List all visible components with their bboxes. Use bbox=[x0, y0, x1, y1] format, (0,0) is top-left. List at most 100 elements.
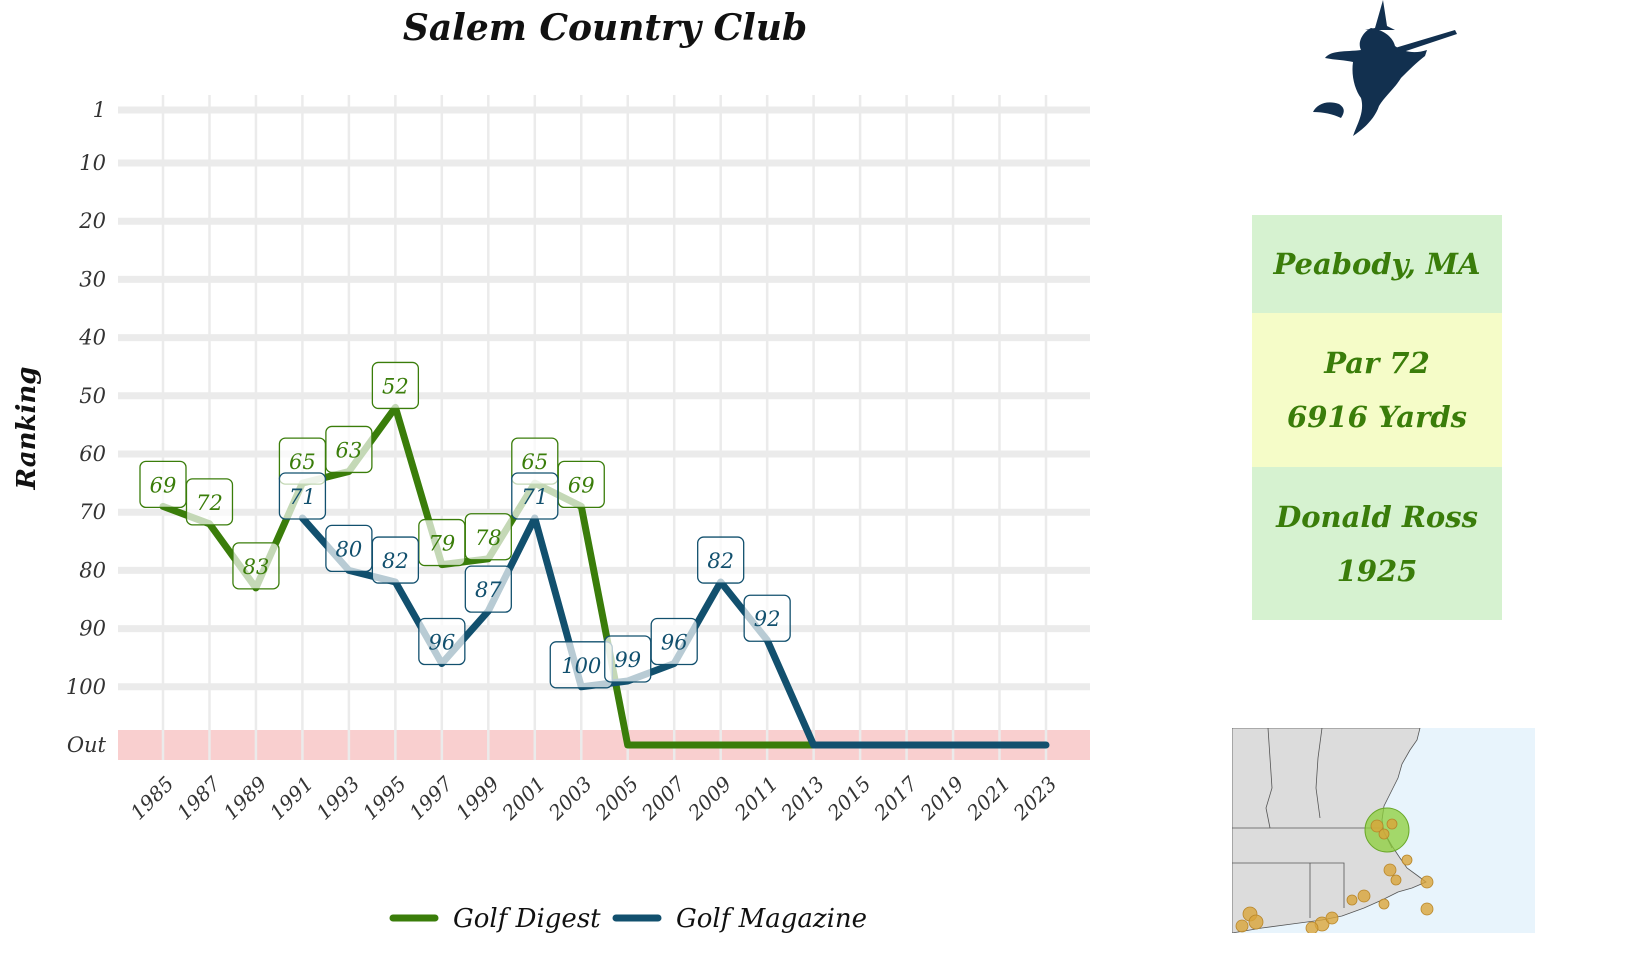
other-course-markers bbox=[1235, 818, 1434, 933]
x-tick-label: 2013 bbox=[775, 772, 829, 826]
x-tick-label: 2003 bbox=[543, 772, 597, 826]
x-tick-label: 1985 bbox=[126, 772, 179, 825]
data-label-text: 65 bbox=[289, 450, 316, 474]
location-box: Peabody, MA bbox=[1252, 215, 1502, 313]
y-tick-label: Out bbox=[67, 733, 107, 757]
data-label-text: 83 bbox=[243, 555, 270, 579]
data-labels: 69 72 83 65 63 52 79 78 65 69 71 80 82 96 87 71 100 99 96 8… bbox=[139, 361, 791, 689]
x-tick-label: 1991 bbox=[265, 772, 318, 825]
y-tick-label: 50 bbox=[79, 384, 106, 408]
data-label: 96 bbox=[418, 617, 466, 666]
x-tick-label: 1987 bbox=[172, 771, 225, 824]
data-label-box bbox=[697, 536, 745, 584]
y-tick-label: 30 bbox=[79, 267, 106, 291]
data-label-box bbox=[232, 542, 280, 590]
x-tick-label: 2005 bbox=[590, 772, 644, 826]
data-label: 69 bbox=[139, 460, 187, 509]
data-label-box bbox=[418, 617, 466, 666]
data-label-text: 72 bbox=[196, 491, 223, 515]
data-label: 71 bbox=[511, 472, 559, 520]
y-tick-label: 10 bbox=[79, 151, 106, 175]
x-tick-label: 2009 bbox=[683, 771, 737, 825]
y-tick-label: 20 bbox=[78, 209, 106, 233]
data-label-box bbox=[743, 594, 791, 642]
x-tick-label: 2007 bbox=[636, 771, 690, 825]
y-tick-label: 60 bbox=[79, 442, 106, 466]
y-tick-label: 80 bbox=[79, 558, 106, 582]
data-label-box bbox=[325, 425, 373, 474]
legend-label: Golf Magazine bbox=[676, 904, 867, 934]
data-label: 72 bbox=[185, 478, 234, 526]
data-label-box bbox=[371, 536, 420, 584]
data-label: 99 bbox=[604, 635, 652, 683]
data-label-text: 96 bbox=[661, 631, 688, 655]
x-tick-label: 1997 bbox=[404, 771, 457, 824]
data-label-text: 99 bbox=[614, 648, 641, 672]
course-stats-box: Par 72 6916 Yards bbox=[1252, 313, 1502, 467]
x-axis-ticks: 1985198719891991199319951997199920012003… bbox=[126, 771, 1062, 825]
data-label-text: 79 bbox=[428, 532, 455, 556]
data-label-box bbox=[464, 513, 512, 561]
data-label-box bbox=[371, 361, 420, 410]
data-label-text: 82 bbox=[382, 549, 409, 573]
architect-text: Donald Ross bbox=[1276, 499, 1478, 534]
x-tick-label: 1989 bbox=[219, 771, 272, 824]
par-text: Par 72 bbox=[1324, 346, 1430, 380]
data-label-text: 52 bbox=[382, 374, 409, 398]
data-label-text: 71 bbox=[521, 485, 548, 509]
y-axis-ticks: 1 10 20 30 40 50 60 70 80 90 100 Out bbox=[66, 98, 107, 757]
data-label: 69 bbox=[557, 460, 605, 509]
data-label-text: 65 bbox=[521, 450, 548, 474]
data-label: 82 bbox=[697, 536, 745, 584]
year-text: 1925 bbox=[1336, 553, 1418, 588]
y-tick-label: 40 bbox=[78, 326, 106, 350]
data-label: 52 bbox=[371, 361, 420, 410]
chart-title: Salem Country Club bbox=[403, 7, 807, 49]
data-label-box bbox=[650, 617, 698, 666]
data-label: 82 bbox=[371, 536, 420, 584]
grid-lines bbox=[118, 95, 1090, 760]
x-tick-label: 2023 bbox=[1008, 772, 1062, 826]
y-tick-label: 70 bbox=[79, 500, 106, 524]
data-label-box bbox=[278, 472, 327, 520]
data-label: 71 bbox=[278, 472, 327, 520]
course-info-panel: Peabody, MA Par 72 6916 Yards Donald Ros… bbox=[1252, 215, 1502, 620]
data-label-text: 63 bbox=[336, 438, 363, 462]
x-tick-label: 2001 bbox=[497, 772, 551, 826]
y-axis-title: Ranking bbox=[12, 367, 42, 491]
data-label: 87 bbox=[464, 565, 512, 613]
x-tick-label: 2021 bbox=[961, 772, 1015, 826]
x-tick-label: 2011 bbox=[729, 772, 783, 826]
data-label: 100 bbox=[549, 641, 613, 689]
x-tick-label: 2015 bbox=[822, 772, 876, 826]
new-england-map bbox=[1232, 728, 1535, 933]
data-label-text: 69 bbox=[150, 473, 177, 497]
x-tick-label: 2019 bbox=[915, 771, 969, 825]
x-tick-label: 1993 bbox=[311, 772, 364, 825]
witch-on-broom-icon bbox=[1305, 0, 1465, 144]
data-label: 92 bbox=[743, 594, 791, 642]
yards-text: 6916 Yards bbox=[1287, 400, 1467, 434]
legend: Golf Digest Golf Magazine bbox=[389, 904, 867, 934]
data-label-text: 96 bbox=[428, 631, 455, 655]
legend-label: Golf Digest bbox=[453, 904, 601, 934]
data-label: 83 bbox=[232, 542, 280, 590]
data-label: 96 bbox=[650, 617, 698, 666]
data-label-text: 82 bbox=[707, 549, 734, 573]
data-label-text: 71 bbox=[289, 485, 316, 509]
data-label: 63 bbox=[325, 425, 373, 474]
location-text: Peabody, MA bbox=[1273, 247, 1481, 281]
data-label-text: 87 bbox=[475, 578, 502, 602]
data-label: 80 bbox=[325, 524, 373, 573]
data-label: 79 bbox=[418, 518, 466, 567]
data-label-box bbox=[511, 472, 559, 520]
x-tick-label: 1999 bbox=[451, 771, 504, 824]
y-tick-label: 100 bbox=[66, 675, 106, 699]
data-label-text: 100 bbox=[561, 654, 601, 678]
x-tick-label: 2017 bbox=[868, 771, 922, 825]
y-tick-label: 1 bbox=[93, 98, 106, 122]
architect-box: Donald Ross 1925 bbox=[1252, 467, 1502, 620]
data-label-text: 69 bbox=[568, 473, 595, 497]
data-label: 78 bbox=[464, 513, 512, 561]
